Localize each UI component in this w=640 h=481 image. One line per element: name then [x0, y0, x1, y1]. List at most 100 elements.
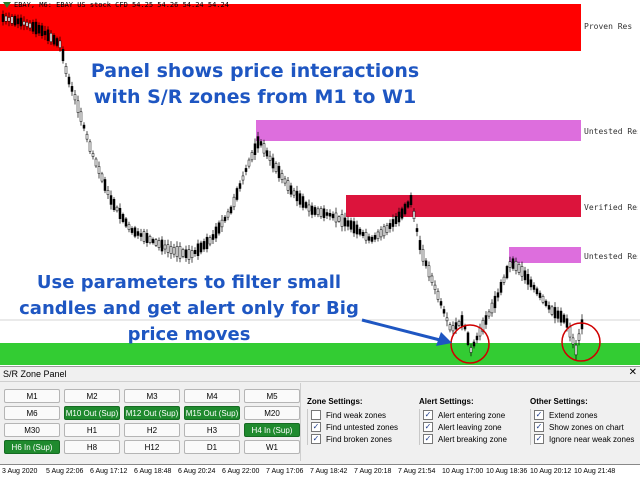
zone-settings-option[interactable]: ✓ Find broken zones: [311, 433, 398, 445]
timeframe-button-m5[interactable]: M5: [244, 389, 300, 403]
checkbox[interactable]: ✓: [311, 422, 321, 432]
timeframe-button-m1[interactable]: M1: [4, 389, 60, 403]
other-settings-option[interactable]: ✓ Ignore near weak zones: [534, 433, 634, 445]
candle-body: [274, 163, 278, 172]
candle-body: [79, 111, 83, 122]
timeframe-button-m10[interactable]: M10 Out (Sup): [64, 406, 120, 420]
other-settings-option[interactable]: ✓ Show zones on chart: [534, 421, 634, 433]
checkbox[interactable]: ✓: [534, 434, 544, 444]
checkbox[interactable]: [311, 410, 321, 420]
candle-body: [172, 247, 176, 255]
panel-title-bar[interactable]: S/R Zone Panel ✕: [0, 367, 640, 382]
sr-zone-panel: S/R Zone Panel ✕ M1 M2 M3 M4 M5 M6 M10 Out (Su…: [0, 366, 640, 465]
other-settings-option[interactable]: ✓ Extend zones: [534, 409, 634, 421]
candle-body: [34, 21, 38, 35]
checkbox[interactable]: ✓: [423, 422, 433, 432]
checkbox[interactable]: ✓: [534, 410, 544, 420]
timeframe-button-h12[interactable]: H12: [124, 440, 180, 454]
timeframe-button-m2[interactable]: M2: [64, 389, 120, 403]
candle-body: [313, 207, 317, 215]
timeframe-button-m30[interactable]: M30: [4, 423, 60, 437]
candle-body: [49, 33, 53, 42]
checkbox[interactable]: ✓: [534, 422, 544, 432]
candle-body: [367, 236, 371, 241]
timeframe-button-h6[interactable]: H6 In (Sup): [4, 440, 60, 454]
candle-body: [142, 231, 146, 242]
candle-body: [235, 188, 239, 200]
candle-body: [412, 211, 416, 219]
candle-body: [202, 241, 206, 250]
timeframe-button-h2[interactable]: H2: [124, 423, 180, 437]
price-chart[interactable]: EBAY, M6: EBAY US stock CFD 54.25 54.26 …: [0, 0, 640, 365]
candle-body: [409, 194, 413, 206]
option-label: Alert breaking zone: [438, 434, 507, 444]
symbol-label: EBAY, M6: EBAY US stock CFD 54.25 54.26 …: [14, 1, 229, 9]
candle-body: [388, 223, 392, 229]
candle-body: [160, 239, 164, 252]
zone-settings-option[interactable]: ✓ Find untested zones: [311, 421, 398, 433]
checkbox[interactable]: ✓: [423, 434, 433, 444]
time-label: 5 Aug 22:06: [46, 468, 84, 475]
candle-body: [181, 249, 185, 257]
candle-body: [517, 264, 521, 273]
candle-body: [166, 244, 170, 253]
candle-body: [232, 196, 236, 208]
alert-settings-option[interactable]: ✓ Alert entering zone: [423, 409, 507, 421]
candle-body: [43, 30, 47, 36]
timeframe-button-h1[interactable]: H1: [64, 423, 120, 437]
candle-body: [265, 150, 269, 157]
alert-settings-option[interactable]: ✓ Alert breaking zone: [423, 433, 507, 445]
timeframe-button-m20[interactable]: M20: [244, 406, 300, 420]
candle-body: [262, 143, 266, 154]
candle-body: [196, 243, 200, 256]
annotation-top: Panel shows price interactions with S/R …: [90, 60, 420, 108]
candle-body: [247, 159, 251, 167]
candle-body: [121, 214, 125, 222]
timeframe-button-m3[interactable]: M3: [124, 389, 180, 403]
candle-body: [190, 250, 194, 258]
checkbox[interactable]: ✓: [423, 410, 433, 420]
timeframe-button-m4[interactable]: M4: [184, 389, 240, 403]
option-label: Find broken zones: [326, 434, 392, 444]
timeframe-button-h3[interactable]: H3: [184, 423, 240, 437]
close-icon[interactable]: ✕: [628, 367, 637, 378]
candle-body: [385, 225, 389, 233]
candle-body: [250, 152, 254, 161]
timeframe-button-m15[interactable]: M15 Out (Sup): [184, 406, 240, 420]
candle-body: [436, 290, 440, 300]
zone-verified-resistance: [346, 195, 581, 217]
candle-body: [565, 318, 569, 328]
checkbox[interactable]: ✓: [311, 434, 321, 444]
alert-settings-option[interactable]: ✓ Alert leaving zone: [423, 421, 507, 433]
chart-canvas[interactable]: [0, 0, 640, 365]
timeframe-button-m12[interactable]: M12 Out (Sup): [124, 406, 180, 420]
timeframe-button-h4[interactable]: H4 In (Sup): [244, 423, 300, 437]
timeframe-button-d1[interactable]: D1: [184, 440, 240, 454]
timeframe-button-w1[interactable]: W1: [244, 440, 300, 454]
candle-body: [217, 222, 221, 234]
candle-body: [118, 208, 122, 219]
timeframe-button-m6[interactable]: M6: [4, 406, 60, 420]
candle-body: [10, 16, 14, 24]
candle-body: [97, 166, 101, 174]
candle-body: [430, 275, 434, 283]
candle-body: [205, 236, 209, 250]
candle-body: [415, 228, 419, 232]
candle-body: [52, 35, 56, 45]
zone-settings-option[interactable]: Find weak zones: [311, 409, 398, 421]
candle-body: [337, 216, 341, 222]
timeframe-button-h8[interactable]: H8: [64, 440, 120, 454]
candle-body: [505, 266, 509, 279]
option-label: Ignore near weak zones: [549, 434, 635, 444]
candle-body: [187, 249, 191, 260]
candle-body: [487, 311, 491, 317]
candle-body: [526, 274, 530, 285]
candle-body: [451, 325, 455, 332]
candle-body: [553, 307, 557, 319]
candle-body: [544, 300, 548, 306]
other-settings-heading: Other Settings:: [530, 397, 588, 406]
option-label: Alert leaving zone: [438, 422, 502, 432]
candle-body: [529, 279, 533, 288]
option-label: Find untested zones: [326, 422, 399, 432]
candle-body: [199, 242, 203, 253]
